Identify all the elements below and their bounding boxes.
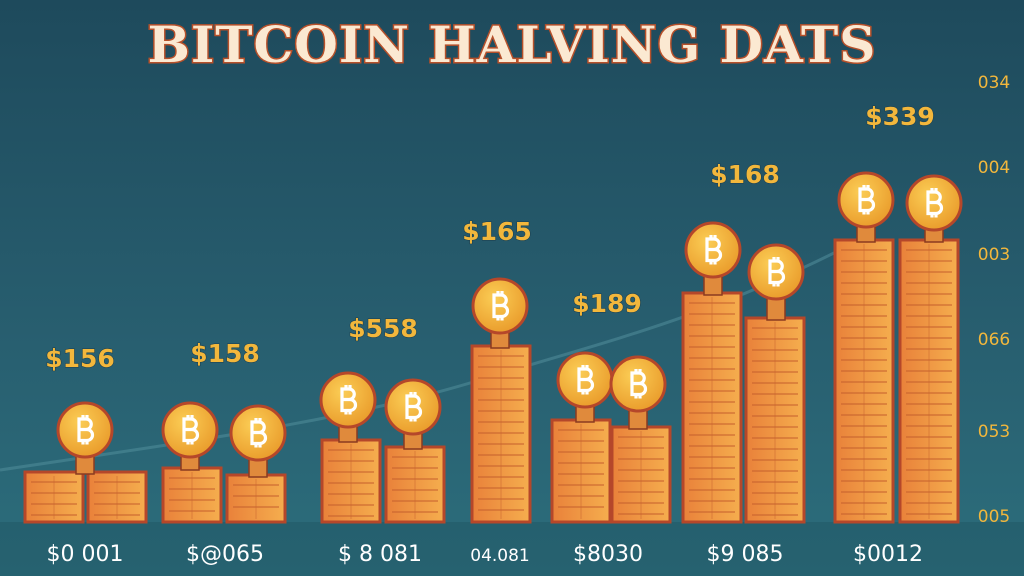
bar [470,344,532,524]
title: BITCOIN HALVING DATS [148,15,877,74]
coin-icon [319,371,377,443]
floor [0,522,1024,576]
coin-icon [747,243,805,321]
coin-symbol [630,369,648,399]
coin-symbol [340,385,358,415]
price-label: $165 [462,217,532,246]
coin-icon [161,401,219,471]
coin-symbol [858,185,876,215]
price-label: $168 [710,160,780,189]
price-label: $339 [865,102,935,131]
coin-symbol [705,235,723,265]
coin-symbol [77,415,95,445]
bar [86,470,148,524]
coin-symbol [405,392,423,422]
date-label: $0012 [853,542,923,567]
date-label: $8030 [573,542,643,567]
price-label: $158 [190,339,260,368]
coin-icon [609,355,667,430]
price-label: $189 [572,289,642,318]
coin-icon [384,378,442,450]
date-label: $0 001 [47,542,124,567]
bar [833,238,895,524]
bar [610,425,672,524]
coin-symbol [250,418,268,448]
coin-icon [905,174,963,243]
coin-symbol [926,188,944,218]
bar [225,473,287,524]
coin-symbol [492,291,510,321]
bar [320,438,382,524]
side-label: 004 [978,158,1010,178]
side-label: 034 [978,73,1010,93]
price-label: $558 [348,314,418,343]
coin-symbol [182,415,200,445]
side-label: 066 [978,330,1010,350]
chart-area: $156 $0 001 $158 $@065 $558 $ 8 081 $165 04.081… [23,73,1010,567]
bar [744,316,806,524]
coin-icon [229,404,287,478]
bar [898,238,960,524]
price-label: $156 [45,344,115,373]
side-label: 053 [978,422,1010,442]
side-label: 003 [978,245,1010,265]
date-label: $@065 [186,542,264,567]
coin-icon [837,171,895,243]
coin-icon [471,277,529,349]
coin-icon [684,221,742,296]
date-label: $9 085 [707,542,784,567]
date-label: $ 8 081 [338,542,422,567]
coin-icon [56,401,114,475]
bar [23,470,85,524]
bar [161,466,223,524]
coin-icon [556,351,614,423]
bar [681,291,743,524]
side-label: 005 [978,507,1010,527]
coin-symbol [768,257,786,287]
date-label: 04.081 [470,546,529,566]
coin-symbol [577,365,595,395]
bar [550,418,612,524]
bar [384,445,446,524]
